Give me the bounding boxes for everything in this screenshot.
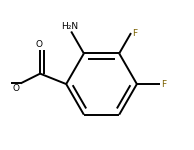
Text: F: F: [161, 80, 166, 88]
Text: O: O: [36, 40, 43, 49]
Text: O: O: [13, 84, 20, 93]
Text: F: F: [132, 28, 137, 38]
Text: H₂N: H₂N: [61, 22, 78, 31]
